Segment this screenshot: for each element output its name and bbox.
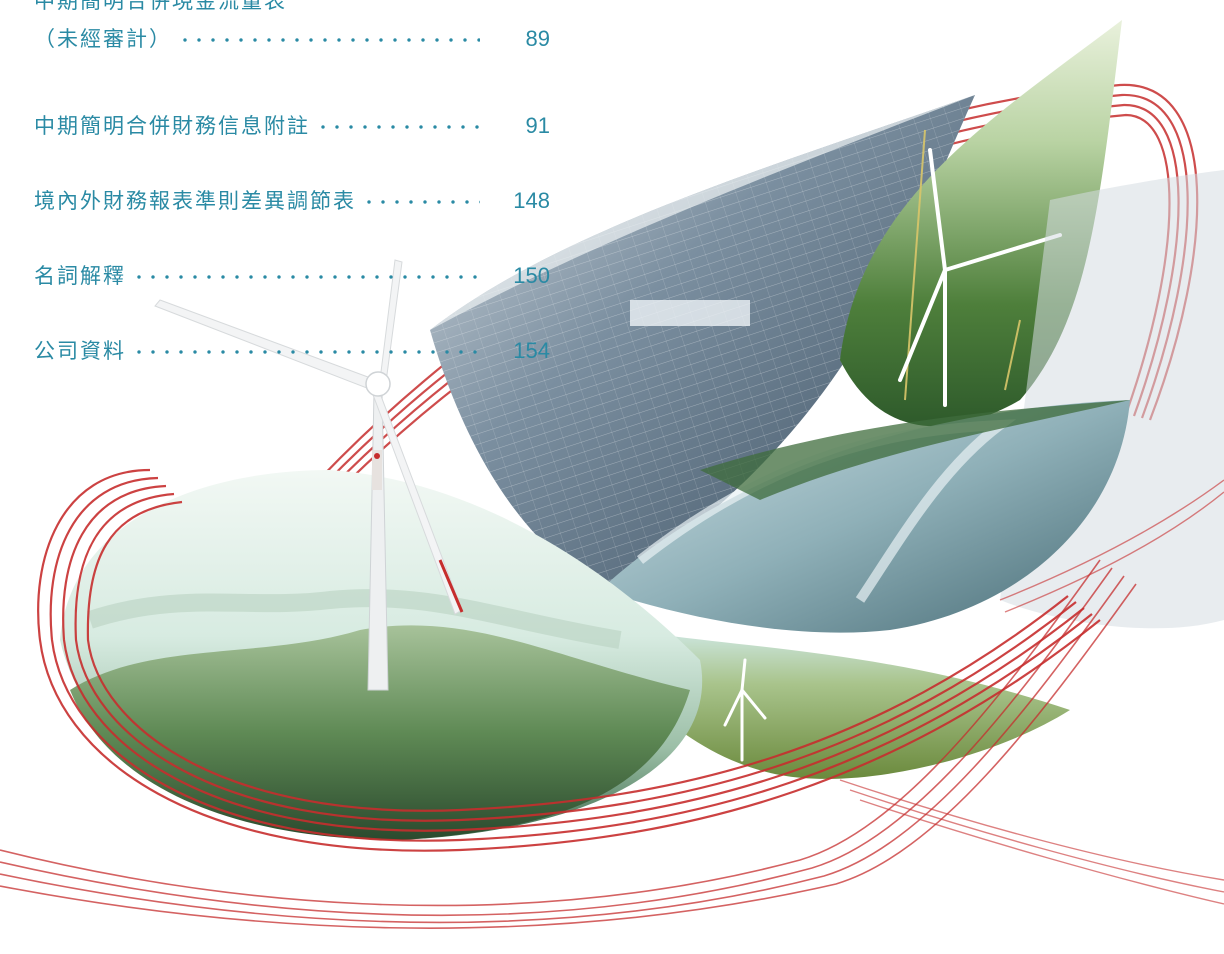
toc-entry-title-line1: 中期簡明合併現金流量表 (34, 0, 287, 13)
toc-entry-reconciliation[interactable]: 境內外財務報表準則差異調節表 148 (34, 178, 550, 213)
toc-entry-company-info[interactable]: 公司資料 154 (34, 328, 550, 363)
toc-entry-page: 150 (513, 263, 550, 288)
toc-entry-title: 名詞解釋 (34, 264, 126, 288)
toc-entry-title: 中期簡明合併財務信息附註 (34, 114, 310, 138)
toc-entry-notes[interactable]: 中期簡明合併財務信息附註 91 (34, 103, 550, 138)
wind-turbine-icon (898, 148, 1062, 407)
toc-entry-page: 91 (525, 113, 550, 138)
dot-leader (362, 178, 480, 208)
toc-entry-glossary[interactable]: 名詞解釋 150 (34, 253, 550, 288)
toc-entry-title: 境內外財務報表準則差異調節表 (34, 189, 356, 213)
toc-entry-page: 89 (525, 26, 550, 51)
dot-leader (316, 103, 480, 133)
dot-leader (132, 328, 480, 358)
dot-leader (132, 253, 480, 283)
river-leaf (600, 400, 1130, 633)
dot-leader (178, 16, 480, 46)
toc-entry-title: （未經審計） (34, 27, 172, 51)
toc-entry-title: 公司資料 (34, 339, 126, 363)
toc-entry-page: 154 (513, 338, 550, 363)
toc-entry-cash-flow[interactable]: 中期簡明合併現金流量表 （未經審計） 89 (34, 0, 550, 51)
toc-entry-page: 148 (513, 188, 550, 213)
field-leaf (580, 620, 1070, 779)
